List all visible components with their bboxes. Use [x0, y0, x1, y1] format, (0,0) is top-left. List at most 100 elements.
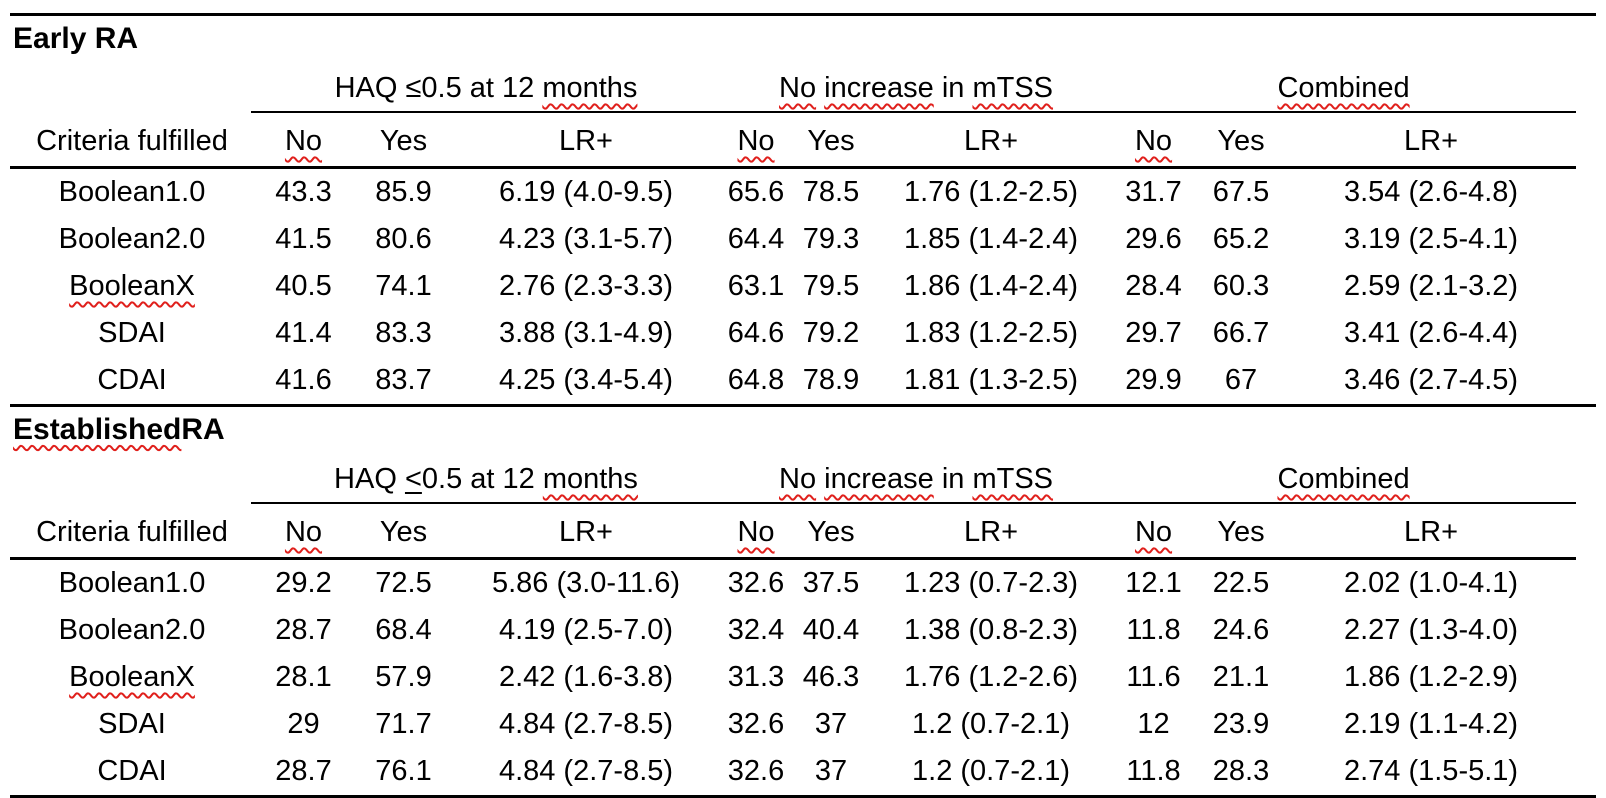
value-cell: 64.6 — [727, 317, 785, 349]
value-cell: 28.1 — [275, 661, 332, 693]
value-cell: 11.8 — [1126, 755, 1181, 787]
value-cell: 12 — [1137, 708, 1170, 740]
text-run: in — [933, 463, 973, 495]
value-cell: 80.6 — [375, 223, 432, 255]
table-row: CDAI 41.6 83.7 4.25 (3.4-5.4) 64.8 78.9 1.81 (… — [10, 357, 1576, 404]
criteria-table-established-ra: HAQ <0.5 at 12 months No increase in mTSS… — [10, 452, 1577, 795]
table-row: Boolean2.0 41.5 80.6 4.23 (3.1-5.7) 64.4 79.3… — [10, 216, 1576, 263]
value-cell: 1.2 (0.7-2.1) — [912, 708, 1070, 740]
value-cell: 1.85 (1.4-2.4) — [903, 223, 1079, 255]
table-row: Boolean2.0 28.7 68.4 4.19 (2.5-7.0) 32.4 40.4… — [10, 607, 1576, 654]
value-cell: 37.5 — [802, 567, 860, 599]
col-header-lrplus: LR+ — [1286, 503, 1577, 560]
value-cell: 32.4 — [727, 614, 785, 646]
value-cell: 29 — [287, 708, 320, 740]
table-row: SDAI 29 71.7 4.84 (2.7-8.5) 32.6 37 1.2 (0.7-2… — [10, 701, 1576, 748]
text-run: Boolean1.0 — [58, 176, 206, 208]
value-cell: 78.9 — [802, 364, 860, 396]
text-run: LR+ — [964, 125, 1019, 157]
misspelled-word: increase — [824, 463, 934, 495]
value-cell: 32.6 — [727, 708, 785, 740]
col-header-lrplus: LR+ — [451, 112, 721, 169]
value-cell: 79.5 — [802, 270, 860, 302]
value-cell: 76.1 — [375, 755, 432, 787]
text-run: CDAI — [97, 755, 167, 787]
column-header-row: Criteria fulfilled No Yes LR+ No Yes LR+ No Yes L… — [10, 112, 1577, 169]
value-cell: 74.1 — [375, 270, 432, 302]
col-header-no: No — [721, 112, 791, 169]
col-header-lrplus: LR+ — [451, 503, 721, 560]
col-header-no: No — [251, 503, 356, 560]
col-header-lrplus: LR+ — [1286, 112, 1577, 169]
misspelled-word: mTSS — [972, 72, 1054, 104]
value-cell: 3.46 (2.7-4.5) — [1343, 364, 1519, 396]
col-header-no: No — [1111, 503, 1197, 560]
table-row: BooleanX 28.1 57.9 2.42 (1.6-3.8) 31.3 46.3 1.… — [10, 654, 1576, 701]
value-cell: 29.6 — [1125, 223, 1182, 255]
text-run: Early RA — [13, 21, 139, 55]
text-run: Yes — [1217, 516, 1265, 548]
text-run: Boolean2.0 — [58, 614, 206, 646]
misspelled-word: No — [1134, 516, 1173, 548]
misspelled-word: Combined — [1277, 463, 1410, 495]
value-cell: 41.4 — [275, 317, 332, 349]
value-cell: 79.3 — [802, 223, 860, 255]
value-cell: 1.86 (1.2-2.9) — [1343, 661, 1519, 693]
value-cell: 37 — [814, 755, 848, 787]
value-cell: 71.7 — [375, 708, 432, 740]
table-row: SDAI 41.4 83.3 3.88 (3.1-4.9) 64.6 79.2 1.83 (… — [10, 310, 1576, 357]
text-run: Yes — [807, 516, 855, 548]
value-cell: 3.19 (2.5-4.1) — [1343, 223, 1519, 255]
value-cell: 68.4 — [375, 614, 432, 646]
criteria-label: Boolean2.0 — [10, 216, 251, 263]
value-cell: 1.76 (1.2-2.5) — [903, 176, 1079, 208]
value-cell: 67 — [1224, 364, 1258, 396]
group-header-haq: HAQ ≤0.5 at 12 months — [251, 61, 721, 113]
text-run: LR+ — [1404, 125, 1459, 157]
document-page: Early RA HAQ ≤0.5 at 12 months No increase… — [10, 13, 1596, 798]
value-cell: 3.88 (3.1-4.9) — [498, 317, 674, 349]
col-header-yes: Yes — [1196, 112, 1287, 169]
group-header-mtss: No increase in mTSS — [721, 61, 1112, 113]
value-cell: 79.2 — [802, 317, 860, 349]
col-header-yes: Yes — [356, 503, 451, 560]
value-cell: 65.6 — [727, 176, 785, 208]
value-cell: 28.3 — [1212, 755, 1270, 787]
col-header-no: No — [721, 503, 791, 560]
value-cell: 21.1 — [1212, 661, 1270, 693]
value-cell: 2.27 (1.3-4.0) — [1343, 614, 1519, 646]
section-title-early-ra: Early RA — [10, 16, 1596, 61]
text-run: LR+ — [964, 516, 1019, 548]
value-cell: 1.83 (1.2-2.5) — [903, 317, 1079, 349]
misspelled-word: BooleanX — [69, 661, 195, 693]
value-cell: 41.6 — [275, 364, 332, 396]
col-header-yes: Yes — [356, 112, 451, 169]
value-cell: 32.6 — [727, 567, 785, 599]
text-run — [816, 72, 824, 104]
text-run: Yes — [1217, 125, 1265, 157]
misspelled-word: Established — [13, 412, 182, 446]
criteria-label: BooleanX — [10, 263, 251, 310]
value-cell: 67.5 — [1212, 176, 1270, 208]
value-cell: 64.8 — [727, 364, 785, 396]
col-header-lrplus: LR+ — [871, 112, 1112, 169]
table-row: Boolean1.0 29.2 72.5 5.86 (3.0-11.6) 32.6 37.… — [10, 559, 1576, 608]
value-cell: 1.23 (0.7-2.3) — [903, 567, 1079, 599]
value-cell: 40.4 — [802, 614, 860, 646]
value-cell: 65.2 — [1212, 223, 1270, 255]
value-cell: 2.59 (2.1-3.2) — [1343, 270, 1519, 302]
value-cell: 37 — [814, 708, 848, 740]
text-run: LR+ — [558, 125, 613, 157]
value-cell: 1.38 (0.8-2.3) — [903, 614, 1079, 646]
text-run: Yes — [807, 125, 855, 157]
text-run: LR+ — [558, 516, 613, 548]
misspelled-word: mTSS — [972, 463, 1054, 495]
misspelled-word: months — [542, 463, 638, 495]
value-cell: 3.54 (2.6-4.8) — [1343, 176, 1519, 208]
value-cell: 24.6 — [1212, 614, 1270, 646]
value-cell: 29.9 — [1125, 364, 1182, 396]
row-header: Criteria fulfilled — [10, 503, 251, 560]
value-cell: 4.84 (2.7-8.5) — [498, 755, 674, 787]
criteria-label: BooleanX — [10, 654, 251, 701]
misspelled-word: Combined — [1277, 72, 1410, 104]
